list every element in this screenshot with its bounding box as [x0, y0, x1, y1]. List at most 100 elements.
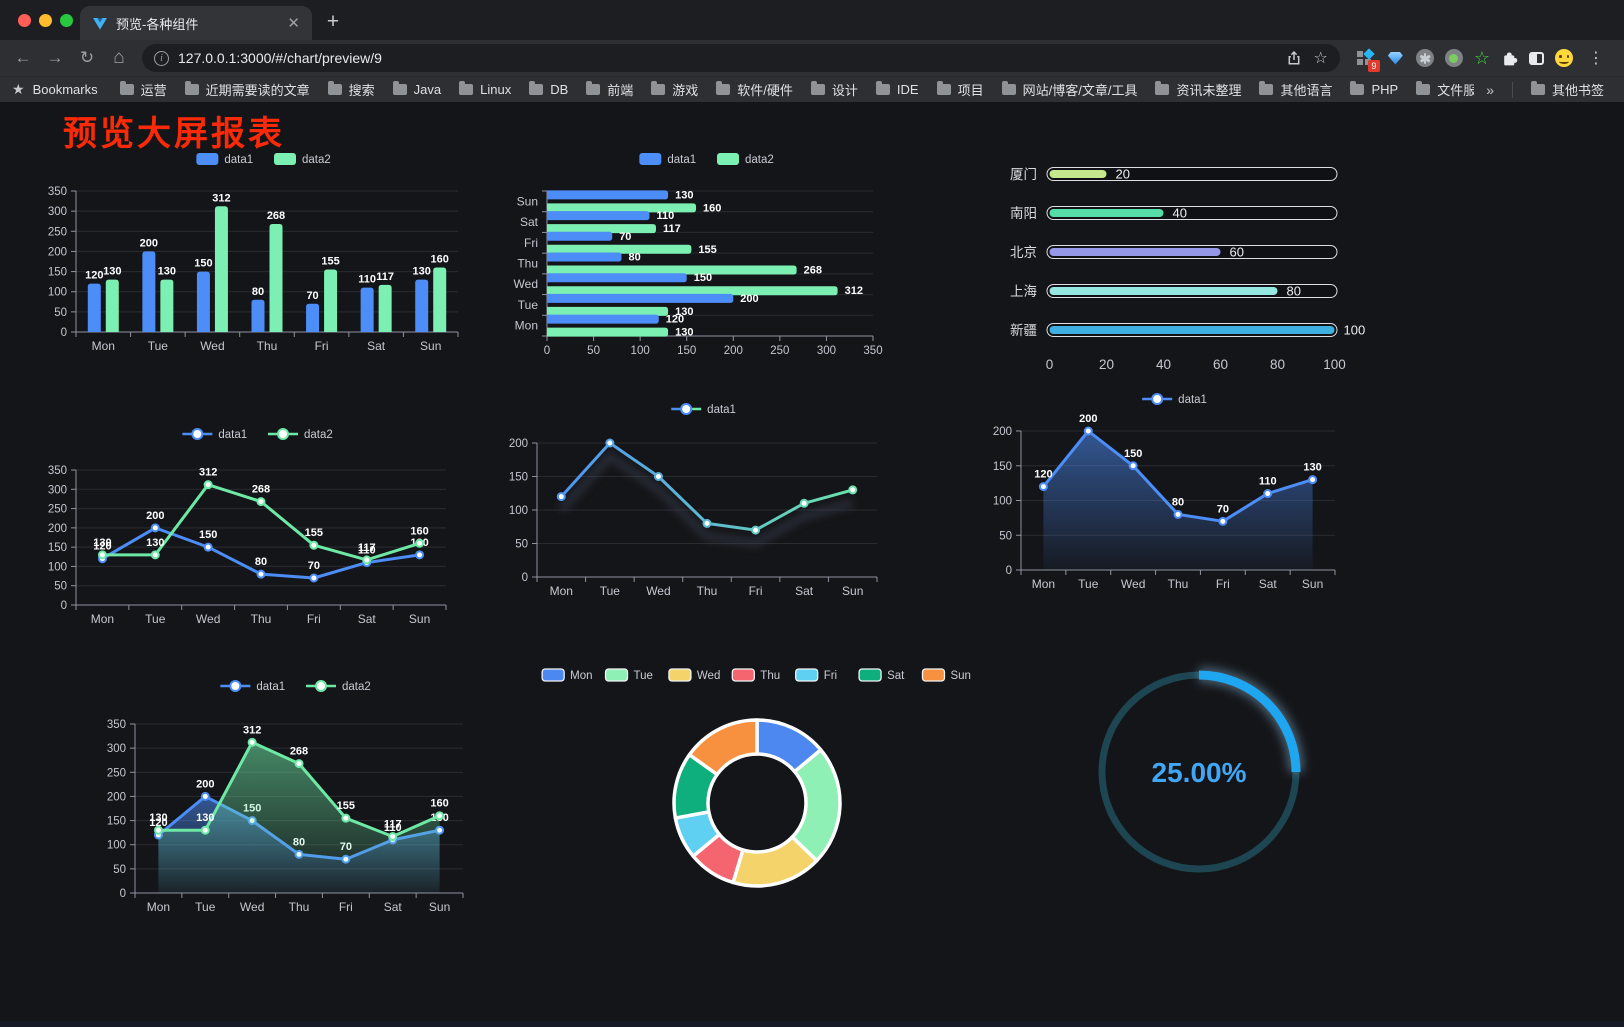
share-icon[interactable]: [1286, 50, 1302, 66]
folder-icon: [875, 81, 890, 95]
bookmark-folder[interactable]: 其他语言: [1251, 78, 1340, 101]
bookmark-folder[interactable]: DB: [521, 80, 576, 99]
svg-text:Fri: Fri: [307, 612, 321, 626]
bookmark-folder[interactable]: 搜索: [320, 78, 383, 101]
folder-icon: [529, 81, 544, 95]
tab-close-icon[interactable]: ✕: [287, 14, 300, 32]
dual-area-chart[interactable]: 0 50 100 150 200 250 300 350 Mon Tue Wed Thu Fri Sat S…: [95, 672, 475, 926]
svg-text:200: 200: [48, 523, 67, 535]
emoji-extension-icon[interactable]: [1555, 49, 1573, 67]
bookmark-folder[interactable]: Java: [385, 80, 449, 99]
svg-text:150: 150: [107, 816, 126, 828]
extension-grid-icon[interactable]: 9: [1356, 47, 1380, 72]
svg-text:117: 117: [376, 271, 394, 283]
svg-text:data1: data1: [256, 681, 285, 693]
bookmark-folder[interactable]: IDE: [868, 80, 927, 99]
url-bar[interactable]: i 127.0.0.1:3000/#/chart/preview/9 ☆: [142, 44, 1340, 72]
bookmark-folder[interactable]: 游戏: [643, 78, 706, 101]
extensions-area: 9 ☆ ⋮: [1348, 47, 1616, 72]
bookmark-folder[interactable]: 网站/博客/文章/工具: [994, 78, 1146, 101]
reload-icon[interactable]: ↻: [79, 48, 95, 67]
svg-text:250: 250: [770, 345, 789, 357]
extension-star-icon[interactable]: ☆: [1473, 48, 1490, 68]
percentage-gauge-chart[interactable]: 25.00%: [1097, 667, 1304, 876]
svg-text:Wed: Wed: [697, 670, 720, 682]
folder-icon: [459, 81, 474, 95]
bookmark-folder[interactable]: 资讯未整理: [1147, 78, 1249, 101]
svg-text:南阳: 南阳: [1010, 206, 1037, 221]
bookmark-folder[interactable]: 运营: [112, 78, 175, 101]
svg-text:Tue: Tue: [600, 584, 621, 598]
folder-icon: [651, 81, 666, 95]
svg-text:Tue: Tue: [634, 670, 653, 682]
grouped-bar-chart[interactable]: 0 50 100 150 200 250 300 350 Mon Tue Wed Thu Fri Sat S…: [40, 145, 470, 360]
svg-text:200: 200: [724, 345, 743, 357]
fullscreen-window-button[interactable]: [60, 14, 73, 27]
horizontal-bar-chart[interactable]: data1 data2 0 50 100 150 200 250 300 350 Sun 130 160…: [505, 145, 895, 364]
bookmarks-overflow-icon[interactable]: »: [1486, 81, 1494, 98]
city-progress-bar-chart[interactable]: 厦门 20 南阳 40 北京 60 上海 80 新疆 100 0 20 40 60 80 100: [985, 150, 1377, 382]
svg-text:Wed: Wed: [646, 584, 670, 598]
svg-text:130: 130: [196, 812, 214, 824]
gradient-line-chart[interactable]: 0 50 100 150 200 Mon Tue Wed Thu Fri Sat Sun data1: [505, 395, 895, 611]
svg-text:70: 70: [308, 560, 320, 572]
svg-text:120: 120: [85, 270, 103, 282]
svg-text:Thu: Thu: [289, 900, 310, 914]
svg-text:0: 0: [61, 327, 67, 339]
donut-pie-chart[interactable]: Mon Tue Wed Thu Fri Sat Sun: [541, 657, 971, 912]
bookmark-folder[interactable]: PHP: [1342, 80, 1406, 99]
close-window-button[interactable]: [18, 14, 31, 27]
url-text[interactable]: 127.0.0.1:3000/#/chart/preview/9: [178, 50, 382, 66]
folder-icon: [1416, 81, 1431, 95]
new-tab-button[interactable]: +: [326, 10, 340, 33]
svg-text:350: 350: [48, 186, 67, 198]
other-bookmarks[interactable]: 其他书签: [1523, 78, 1612, 101]
browser-tab[interactable]: 预览-各种组件 ✕: [80, 6, 312, 40]
single-area-chart[interactable]: 0 50 100 150 200 Mon Tue Wed Thu Fri Sat Sun data1 12…: [985, 385, 1360, 600]
bookmark-star-icon[interactable]: ☆: [1313, 50, 1328, 67]
forward-icon[interactable]: →: [46, 48, 64, 67]
svg-text:60: 60: [1230, 245, 1244, 260]
page-info-icon[interactable]: i: [154, 50, 169, 66]
bookmark-folder[interactable]: 前端: [578, 78, 641, 101]
svg-text:Tue: Tue: [1078, 577, 1099, 591]
bookmarks-label[interactable]: Bookmarks: [32, 82, 98, 97]
svg-text:130: 130: [675, 327, 693, 339]
bookmark-folder[interactable]: Linux: [451, 80, 519, 99]
svg-text:50: 50: [113, 864, 126, 876]
svg-text:130: 130: [413, 266, 431, 278]
extension-wheel-icon[interactable]: [1415, 49, 1434, 67]
svg-text:上海: 上海: [1010, 284, 1037, 299]
browser-menu-icon[interactable]: ⋮: [1588, 50, 1604, 67]
svg-text:0: 0: [1046, 357, 1054, 372]
home-icon[interactable]: ⌂: [113, 47, 125, 68]
svg-text:100: 100: [1344, 323, 1366, 338]
extension-gem-icon[interactable]: [1386, 49, 1405, 68]
bookmark-folder[interactable]: 设计: [803, 78, 866, 101]
svg-text:data1: data1: [1178, 394, 1207, 406]
extensions-puzzle-icon[interactable]: [1501, 50, 1518, 67]
svg-text:Wed: Wed: [240, 900, 264, 914]
bookmark-folder[interactable]: 项目: [929, 78, 992, 101]
svg-text:250: 250: [48, 226, 67, 238]
bookmark-folder[interactable]: 软件/硬件: [708, 78, 801, 101]
svg-text:data2: data2: [304, 429, 333, 441]
svg-text:Thu: Thu: [697, 584, 718, 598]
extension-badge: 9: [1367, 59, 1380, 72]
extension-dot-icon[interactable]: [1444, 49, 1463, 67]
svg-text:130: 130: [146, 537, 164, 549]
svg-text:Tue: Tue: [145, 612, 166, 626]
bookmark-folders: 运营 近期需要读的文章 搜索 Java Linux DB 前端 游戏 软件/硬件 设计 IDE 项目网…: [112, 78, 1474, 101]
bookmarks-divider: [1511, 81, 1513, 98]
svg-text:100: 100: [993, 496, 1012, 508]
side-panel-icon[interactable]: [1529, 51, 1544, 65]
bookmark-folder[interactable]: 近期需要读的文章: [177, 78, 318, 101]
svg-text:Sat: Sat: [384, 900, 403, 914]
bookmark-folder[interactable]: 文件服务器: [1408, 78, 1474, 101]
back-icon[interactable]: ←: [14, 48, 32, 67]
dual-line-chart[interactable]: 0 50 100 150 200 250 300 350 Mon Tue Wed Thu Fri Sat S…: [40, 420, 470, 638]
svg-text:80: 80: [629, 252, 641, 264]
svg-text:312: 312: [199, 467, 217, 479]
svg-text:Wed: Wed: [514, 277, 538, 291]
minimize-window-button[interactable]: [39, 14, 52, 27]
